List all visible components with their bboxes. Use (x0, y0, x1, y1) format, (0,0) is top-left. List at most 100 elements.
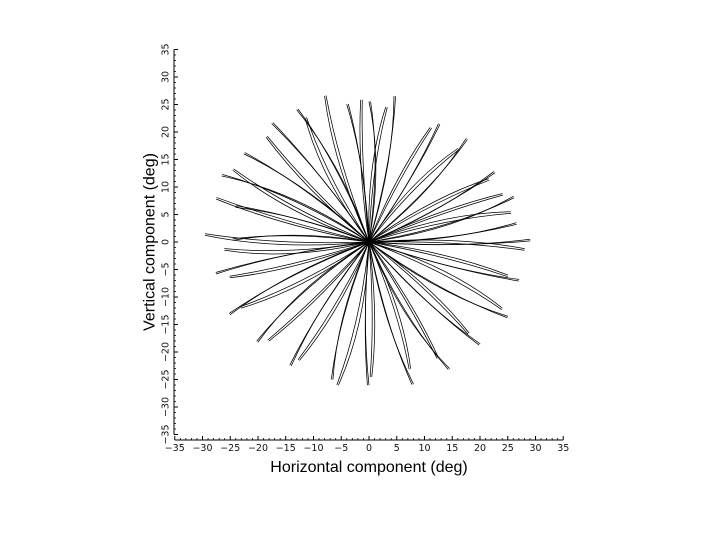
trajectory-line (368, 138, 467, 243)
trajectory-line (232, 170, 370, 243)
y-axis-title: Vertical component (deg) (142, 153, 159, 331)
trajectory-line (265, 137, 370, 243)
trajectory-line (222, 174, 370, 243)
trajectory-line (267, 136, 370, 243)
trajectory-line (368, 241, 413, 385)
trajectory-line (368, 239, 525, 249)
trajectory-line (368, 171, 495, 243)
trajectory-line (368, 241, 410, 370)
x-tick-label: −15 (276, 443, 296, 454)
trajectory-line (289, 241, 370, 366)
x-tick-label: −35 (165, 443, 185, 454)
trajectory-line (297, 241, 370, 360)
trajectory-line (368, 241, 438, 359)
trajectory-line (338, 241, 370, 386)
y-tick-label: 25 (161, 98, 172, 110)
trajectory-line (297, 108, 370, 243)
trajectory-line (215, 241, 370, 273)
axes: −35 −30 −25 −20 −15 −10 −5 0 5 10 15 20 25 30 35 −35−3… (161, 43, 570, 454)
trajectory-line (268, 241, 370, 342)
trajectory-line (368, 241, 508, 319)
trajectory-line (267, 241, 370, 341)
y-tick-label: −5 (161, 262, 172, 276)
trajectory-line (368, 241, 509, 317)
trajectory-line (368, 241, 373, 378)
trajectory-line (235, 205, 370, 243)
trajectory-line (368, 101, 376, 243)
y-tick-label: −20 (161, 342, 172, 362)
x-tick-label: −25 (220, 443, 240, 454)
trajectory-line (336, 241, 370, 386)
trajectory-line (368, 241, 376, 378)
trajectory-line (368, 240, 531, 245)
trajectory-line (346, 104, 370, 243)
trajectory-line (368, 124, 441, 243)
trajectory-line (244, 152, 370, 243)
trajectory-line (216, 198, 370, 243)
x-tick-label: 35 (557, 443, 569, 454)
trajectory-line (224, 241, 370, 255)
x-tick-label: 0 (366, 443, 372, 454)
trajectory-line (368, 241, 450, 369)
y-tick-label: 0 (161, 239, 172, 245)
trajectory-line (368, 241, 502, 310)
y-tick-label: −15 (161, 314, 172, 334)
trajectory-line (368, 127, 432, 243)
trajectory-line (368, 172, 496, 243)
trajectory-line (256, 241, 370, 342)
trajectory-line (368, 241, 509, 276)
y-tick-label: −35 (161, 424, 172, 444)
trajectory-line (368, 241, 503, 309)
trajectory-line (271, 123, 370, 243)
trajectory-line (216, 197, 370, 243)
trajectory-line (368, 148, 459, 243)
y-ticks: −35 −30 −25 −20 −15 −10 −5 0 5 10 15 20 25 30 35 (161, 43, 178, 445)
trajectory-line (368, 127, 431, 243)
trajectory-line (368, 241, 439, 358)
trajectory-line (324, 95, 370, 243)
y-tick-label: 15 (161, 153, 172, 165)
x-tick-label: 15 (446, 443, 458, 454)
trajectory-line (368, 96, 396, 243)
trajectory-line (368, 241, 519, 282)
trajectory-line (368, 106, 387, 243)
y-tick-label: 10 (161, 181, 172, 193)
y-tick-label: 5 (161, 211, 172, 217)
trajectory-line (229, 241, 370, 277)
y-tick-label: 30 (161, 71, 172, 83)
trajectory-traces (204, 95, 531, 386)
trajectory-line (368, 195, 514, 243)
trajectory-line (368, 197, 515, 243)
trajectory-line (233, 168, 370, 243)
trajectory-line (257, 241, 370, 343)
x-tick-label: −5 (334, 443, 348, 454)
trajectory-line (364, 241, 370, 386)
y-tick-label: 20 (161, 126, 172, 138)
trajectory-line (368, 149, 460, 243)
trajectory-line (368, 211, 511, 243)
y-tick-label: −30 (161, 397, 172, 417)
trajectory-line (368, 139, 468, 243)
x-tick-label: 10 (418, 443, 430, 454)
trajectory-line (368, 241, 469, 335)
trajectory-line (368, 178, 489, 243)
trajectory-line (348, 103, 370, 243)
trajectory-line (306, 117, 370, 243)
y-tick-label: 35 (161, 43, 172, 55)
trajectory-line (331, 241, 370, 380)
x-tick-label: −20 (248, 443, 268, 454)
trajectory-line (290, 241, 370, 367)
y-tick-label: −25 (161, 369, 172, 389)
trajectory-line (368, 179, 490, 243)
trajectory-line (204, 233, 370, 244)
x-tick-label: −30 (192, 443, 212, 454)
trajectory-line (221, 175, 370, 243)
trajectory-line (368, 194, 504, 243)
trajectory-line (368, 241, 480, 346)
trajectory-line (368, 212, 512, 243)
x-ticks: −35 −30 −25 −20 −15 −10 −5 0 5 10 15 20 25 30 35 (165, 436, 569, 454)
x-axis-title: Horizontal component (deg) (270, 459, 467, 476)
trajectory-line (368, 223, 517, 243)
trajectory-line (368, 241, 411, 369)
